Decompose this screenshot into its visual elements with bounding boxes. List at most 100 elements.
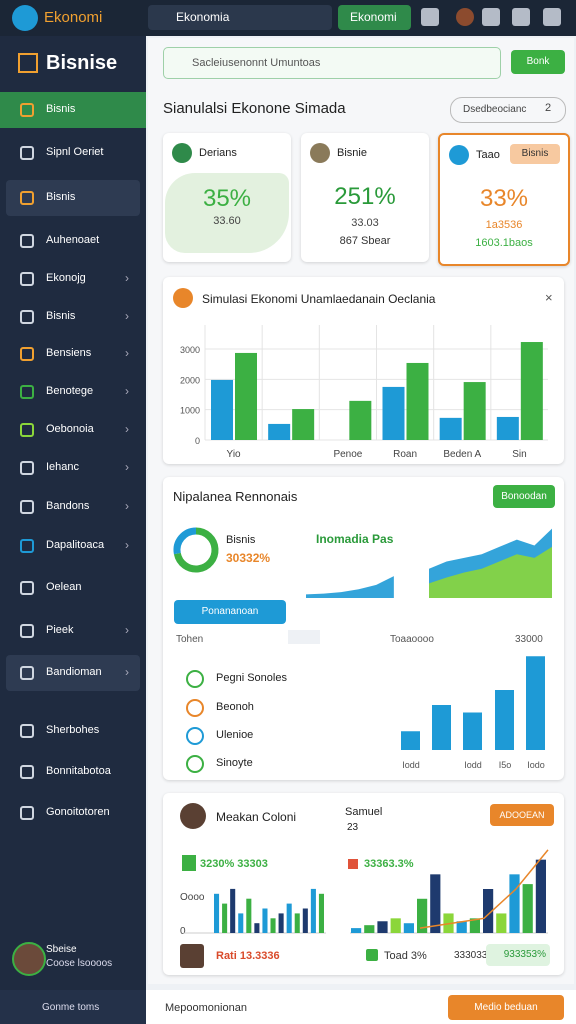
close[interactable]: × — [545, 290, 553, 305]
sidebar-item[interactable]: Ekonojg — [46, 272, 86, 284]
top-search[interactable]: Ekonomia — [148, 5, 332, 30]
overview-button[interactable]: Bonoodan — [493, 485, 555, 508]
sidebar-item[interactable]: Dapalitoaca — [46, 539, 105, 551]
sidebar-icon — [20, 806, 34, 820]
sidebar-icon — [20, 103, 34, 117]
sidebar-item[interactable]: Bensiens — [46, 347, 92, 359]
sidebar-item[interactable]: Bandioman — [46, 666, 102, 678]
top-icon[interactable] — [482, 8, 500, 26]
list-item[interactable]: Ulenioe — [216, 729, 254, 741]
action-button[interactable]: Ponananoan — [174, 600, 286, 624]
footer-c: 3330333 — [454, 950, 493, 961]
sidebar-icon — [20, 666, 34, 680]
axis-label: Tohen — [176, 634, 204, 645]
footer-button[interactable]: Medio beduan — [448, 995, 564, 1020]
card-title: Derians — [199, 147, 237, 159]
page-title: Sianulalsi Ekonone Simada — [163, 100, 346, 117]
sidebar-icon — [20, 191, 34, 205]
chevron: › — [125, 346, 129, 360]
axis-label: 33000 — [515, 634, 543, 645]
user-name: Sbeise — [46, 944, 77, 955]
stat-card: Taao Bisnis 33% 1a3536 1603.1baos — [438, 133, 570, 266]
top-icon[interactable] — [421, 8, 439, 26]
chevron: › — [125, 422, 129, 436]
sidebar-item[interactable]: Sherbohes — [46, 724, 100, 736]
sidebar-item-bg[interactable] — [0, 92, 146, 128]
sidebar-icon — [20, 500, 34, 514]
list-item[interactable]: Pegni Sonoles — [216, 672, 287, 684]
thumb — [366, 949, 378, 961]
card-line: 33.60 — [213, 215, 241, 227]
team-avatar — [180, 803, 206, 829]
overview-title: Nipalanea Rennonais — [173, 489, 298, 504]
sidebar-icon — [20, 581, 34, 595]
stat1: 3230% 33303 — [200, 858, 268, 870]
donut-label: Bisnis — [226, 534, 256, 546]
sidebar-item[interactable]: Auhenoaet — [46, 234, 100, 246]
team-button[interactable]: ADOOEAN — [490, 804, 554, 826]
brand: Ekonomi — [44, 9, 103, 26]
sidebar-item[interactable]: Sipnl Oeriet — [46, 146, 104, 158]
card-line: 1a3536 — [485, 219, 523, 231]
sidebar-item[interactable]: Iehanc — [46, 461, 80, 473]
badge: 933353% — [486, 944, 550, 966]
card-value: 35% — [202, 185, 252, 212]
search-button[interactable]: Bonk — [511, 50, 565, 74]
sidebar-item[interactable]: Benotege — [46, 385, 94, 397]
sidebar-icon — [20, 310, 34, 324]
donut-value: 30332% — [226, 551, 271, 565]
top-icon[interactable] — [543, 8, 561, 26]
brand-logo — [12, 5, 38, 31]
sidebar-item[interactable]: Bisnis — [46, 310, 76, 322]
stat-icon — [182, 855, 196, 871]
sidebar-item[interactable]: Bisnis — [46, 103, 76, 115]
avatar — [12, 942, 46, 976]
list-icon — [186, 755, 204, 773]
top-icon[interactable] — [512, 8, 530, 26]
area-title: Inomadia Pas — [316, 532, 394, 546]
sidebar-footer-text[interactable]: Gonme toms — [42, 1002, 100, 1013]
card-line: 1603.1baos — [475, 237, 533, 249]
filter-count: 2 — [545, 102, 552, 114]
chevron: › — [125, 309, 129, 323]
stat2: 33363.3% — [364, 858, 414, 870]
filter[interactable]: Dsedbeocianc — [450, 97, 566, 123]
sidebar-title: Bisnise — [46, 52, 118, 74]
sidebar-item[interactable]: Oebonoia — [46, 423, 94, 435]
sidebar-icon — [20, 234, 34, 248]
team-person: Samuel — [345, 806, 383, 818]
sidebar-item[interactable]: Bandons — [46, 500, 90, 512]
sidebar-item[interactable]: Bonnitabotoa — [46, 765, 111, 777]
list-icon — [186, 699, 204, 717]
sidebar-item[interactable]: Gonoitotoren — [46, 806, 110, 818]
sidebar-icon — [20, 624, 34, 638]
main-search[interactable]: Sacleiusenonnt Umuntoas — [163, 47, 501, 79]
sidebar-item[interactable]: Bisnis — [46, 191, 76, 203]
stat-card: Bisnie 251% 33.03 867 Sbear — [301, 133, 429, 262]
sidebar-item[interactable]: Pieek — [46, 624, 74, 636]
chevron: › — [125, 665, 129, 679]
card-line: 33.03 — [351, 217, 379, 229]
list-item[interactable]: Beonoh — [216, 701, 254, 713]
sidebar-logo — [18, 53, 38, 73]
sidebar-footer — [0, 990, 146, 1024]
card-title: Taao — [476, 149, 500, 161]
sidebar-item[interactable]: Oelean — [46, 581, 82, 593]
top-icon[interactable] — [456, 8, 474, 26]
list-item[interactable]: Sinoyte — [216, 757, 253, 769]
card-value: 33% — [479, 185, 529, 212]
team-count: 23 — [347, 822, 359, 833]
list-icon — [186, 727, 204, 745]
card-icon — [449, 145, 469, 165]
stat-icon — [348, 859, 358, 869]
map — [165, 173, 289, 253]
top-button[interactable]: Ekonomi — [338, 5, 411, 30]
card-line: 867 Sbear — [339, 235, 391, 247]
axis-label: Toaaoooo — [390, 634, 434, 645]
sidebar-item-bg[interactable] — [6, 655, 140, 691]
chevron: › — [125, 538, 129, 552]
sidebar-item-bg[interactable] — [6, 180, 140, 216]
sidebar-icon — [20, 272, 34, 286]
area-base — [288, 630, 320, 644]
